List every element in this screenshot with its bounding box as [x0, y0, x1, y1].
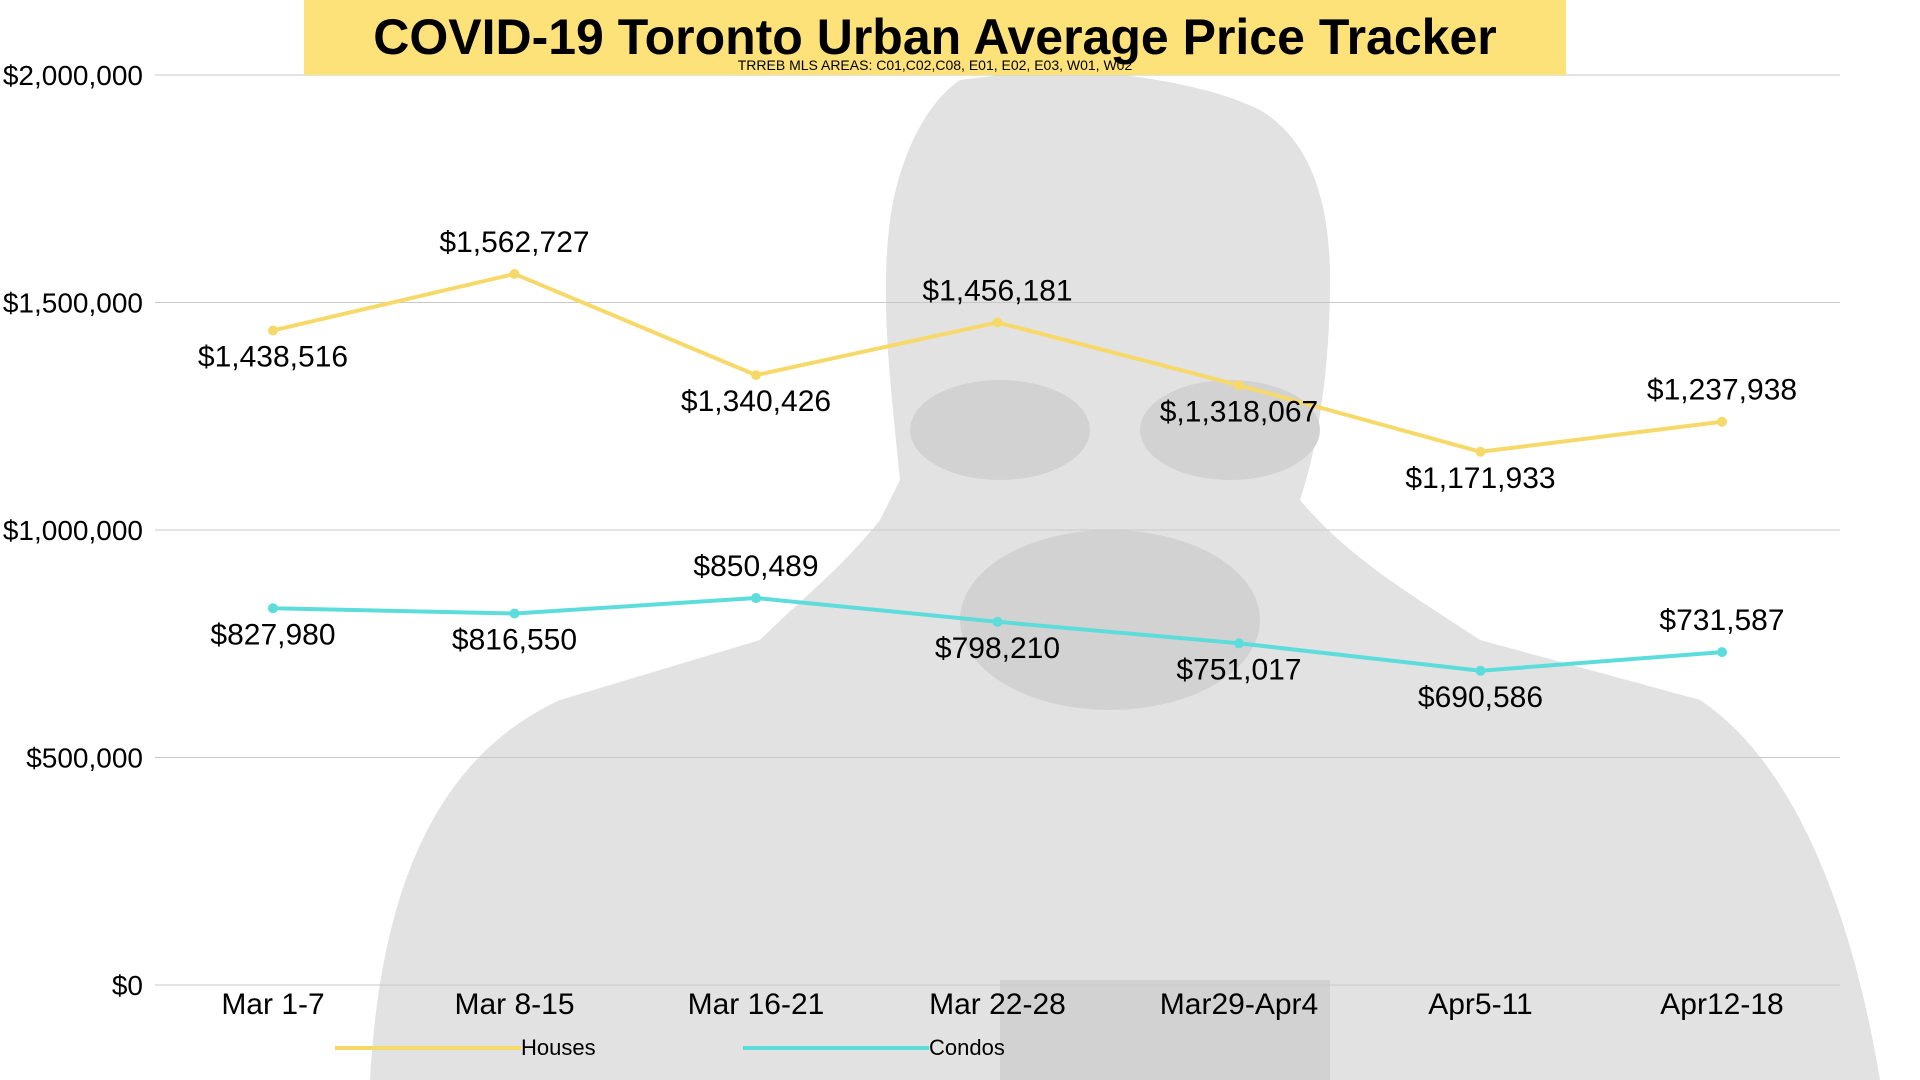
- data-point: [1717, 647, 1727, 658]
- data-point: [509, 608, 520, 619]
- x-tick-label: Mar 16-21: [688, 988, 825, 1021]
- data-point: [992, 616, 1003, 627]
- data-point: [751, 370, 761, 381]
- data-label: $798,210: [935, 632, 1060, 665]
- data-label: $751,017: [1176, 653, 1301, 686]
- data-label: $,1,318,067: [1160, 395, 1318, 428]
- y-tick-label: $1,000,000: [3, 515, 143, 546]
- data-label: $1,438,516: [198, 340, 348, 373]
- x-tick-label: Mar 22-28: [929, 988, 1066, 1021]
- legend-label: Houses: [521, 1035, 596, 1060]
- data-point: [751, 593, 761, 604]
- data-label: $1,237,938: [1647, 374, 1797, 407]
- data-point: [268, 603, 278, 614]
- data-point: [268, 325, 278, 336]
- data-labels: $1,438,516 $1,562,727 $1,340,426 $1,456,181…: [198, 226, 1797, 714]
- x-tick-label: Apr5-11: [1428, 988, 1533, 1021]
- x-axis-tick-labels: Mar 1-7 Mar 8-15 Mar 16-21 Mar 22-28 Mar29-A…: [221, 988, 1783, 1021]
- y-tick-label: $0: [112, 970, 143, 1001]
- title-banner: [304, 0, 1566, 75]
- y-tick-label: $1,500,000: [3, 288, 143, 319]
- data-label: $1,562,727: [439, 226, 589, 259]
- series-lines: [268, 268, 1727, 676]
- data-point: [992, 317, 1003, 328]
- data-point: [1234, 380, 1244, 391]
- y-tick-label: $500,000: [26, 743, 143, 774]
- legend-label: Condos: [929, 1035, 1005, 1060]
- data-label: $1,171,933: [1405, 462, 1555, 495]
- data-point: [1717, 416, 1727, 427]
- y-axis-tick-labels: $0 $500,000 $1,000,000 $1,500,000 $2,000,000: [3, 60, 143, 1001]
- data-label: $731,587: [1659, 604, 1784, 637]
- gridlines: [155, 74, 1840, 986]
- x-tick-label: Mar29-Apr4: [1160, 988, 1318, 1021]
- chart-subtitle: TRREB MLS AREAS: C01,C02,C08, E01, E02, …: [737, 57, 1133, 73]
- legend: Houses Condos: [335, 1035, 1005, 1060]
- y-tick-label: $2,000,000: [3, 60, 143, 91]
- x-tick-label: Apr12-18: [1660, 988, 1783, 1021]
- data-label: $1,340,426: [681, 385, 831, 418]
- x-tick-label: Mar 1-7: [221, 988, 324, 1021]
- x-tick-label: Mar 8-15: [454, 988, 574, 1021]
- data-label: $690,586: [1418, 681, 1543, 714]
- data-point: [1475, 446, 1486, 457]
- chart-title: COVID-19 Toronto Urban Average Price Tra…: [373, 9, 1497, 65]
- data-label: $816,550: [452, 623, 577, 656]
- data-label: $827,980: [210, 618, 335, 651]
- data-point: [1234, 638, 1244, 649]
- data-label: $850,489: [693, 550, 818, 583]
- data-point: [1475, 665, 1486, 676]
- data-point: [509, 268, 520, 279]
- data-label: $1,456,181: [922, 274, 1072, 307]
